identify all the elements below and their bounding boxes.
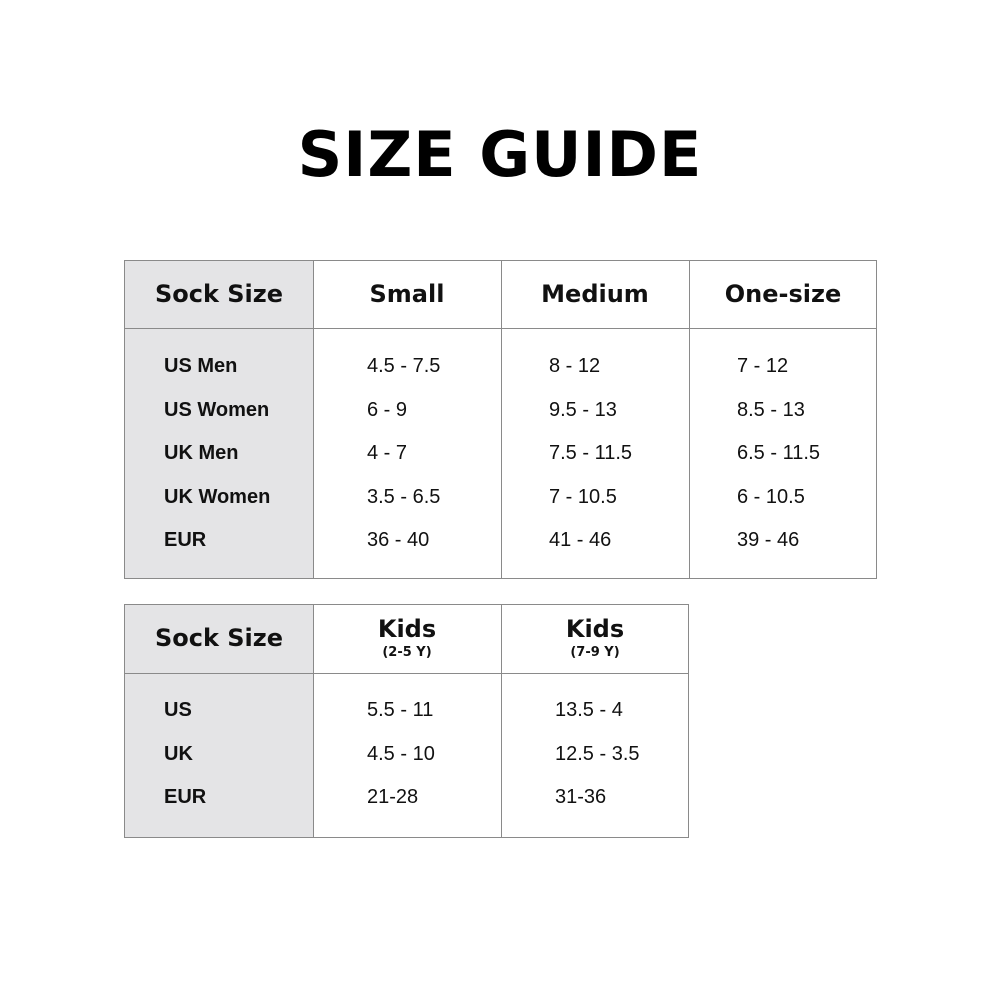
size-value: 8.5 - 13 bbox=[737, 398, 805, 421]
row-label: US bbox=[164, 699, 192, 721]
size-value: 4.5 - 7.5 bbox=[367, 355, 441, 377]
column-header: One-size bbox=[724, 280, 842, 308]
label-column bbox=[125, 605, 313, 837]
page-title: SIZE GUIDE bbox=[297, 118, 703, 191]
size-value: 13.5 - 4 bbox=[555, 699, 623, 721]
size-value: 6.5 - 11.5 bbox=[737, 442, 821, 464]
size-value: 7 - 12 bbox=[737, 355, 789, 377]
size-value: 4 - 7 bbox=[367, 442, 408, 464]
label-column bbox=[125, 261, 313, 578]
column-header-label: Kids bbox=[377, 615, 437, 643]
column-header: Kids (2-5 Y) bbox=[313, 615, 501, 660]
header-divider bbox=[125, 673, 688, 674]
column-divider bbox=[501, 605, 502, 837]
size-value: 3.5 - 6.5 bbox=[367, 485, 441, 508]
size-value: 6 - 10.5 bbox=[737, 485, 805, 508]
row-label: US Women bbox=[164, 398, 270, 421]
header-divider bbox=[125, 328, 876, 329]
row-label: US Men bbox=[164, 355, 238, 377]
size-value: 4.5 - 10 bbox=[367, 742, 435, 765]
size-value: 12.5 - 3.5 bbox=[555, 742, 640, 765]
row-label: UK bbox=[164, 742, 193, 765]
size-value: 31-36 bbox=[555, 786, 607, 808]
column-divider bbox=[313, 605, 314, 837]
size-value: 41 - 46 bbox=[549, 529, 612, 551]
size-value: 21-28 bbox=[367, 786, 419, 808]
kids-size-table: Sock Size Kids (2-5 Y) Kids (7-9 Y) US 5.5 - 1… bbox=[124, 604, 689, 838]
column-header: Medium bbox=[541, 280, 649, 308]
column-header: Small bbox=[369, 280, 445, 308]
adult-size-table: Sock Size Small Medium One-size US Men 4.5 - … bbox=[124, 260, 877, 579]
column-header-label: Kids bbox=[565, 615, 625, 643]
row-label: UK Men bbox=[164, 442, 239, 464]
size-value: 7.5 - 11.5 bbox=[549, 442, 633, 464]
column-divider bbox=[313, 261, 314, 578]
row-label: UK Women bbox=[164, 485, 271, 508]
column-divider bbox=[501, 261, 502, 578]
size-value: 9.5 - 13 bbox=[549, 398, 617, 421]
size-value: 7 - 10.5 bbox=[549, 485, 617, 508]
column-header: Sock Size bbox=[125, 624, 313, 652]
size-value: 39 - 46 bbox=[737, 529, 800, 551]
column-header-label: Sock Size bbox=[154, 624, 284, 652]
column-divider bbox=[689, 261, 690, 578]
column-header-age-range: (2-5 Y) bbox=[382, 645, 432, 660]
size-value: 8 - 12 bbox=[549, 355, 601, 377]
row-label: EUR bbox=[164, 786, 207, 808]
size-value: 6 - 9 bbox=[367, 398, 408, 421]
size-value: 36 - 40 bbox=[367, 529, 430, 551]
column-header: Kids (7-9 Y) bbox=[501, 615, 689, 660]
column-header: Sock Size bbox=[154, 280, 284, 308]
size-value: 5.5 - 11 bbox=[367, 699, 434, 721]
column-header-age-range: (7-9 Y) bbox=[570, 645, 620, 660]
row-label: EUR bbox=[164, 529, 207, 551]
